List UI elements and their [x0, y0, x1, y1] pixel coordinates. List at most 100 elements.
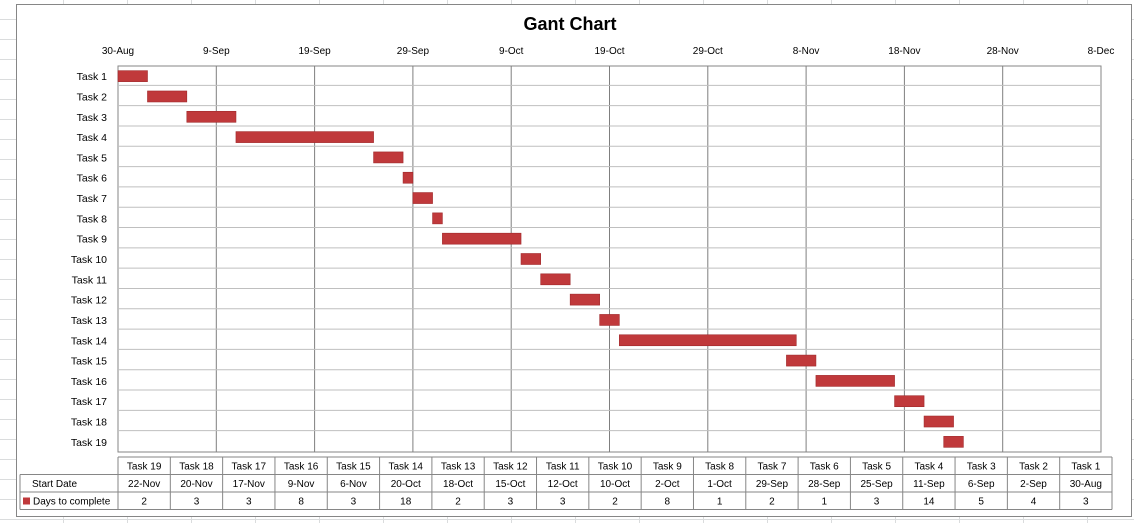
gantt-bar [147, 90, 188, 103]
gantt-bar [815, 375, 895, 387]
gantt-bar [786, 354, 817, 367]
table-header-cell: Task 4 [914, 462, 943, 473]
chart-title: Gant Chart [523, 14, 616, 34]
table-cell: 14 [923, 497, 935, 508]
table-header-cell: Task 6 [810, 462, 839, 473]
table-cell: 8 [665, 497, 671, 508]
gantt-bar [117, 70, 148, 82]
table-header-cell: Task 12 [493, 462, 528, 473]
table-cell: 22-Nov [128, 479, 160, 490]
task-label: Task 3 [77, 112, 108, 124]
x-tick-label: 29-Sep [397, 46, 430, 57]
x-tick-label: 9-Sep [203, 46, 230, 57]
gantt-bar [442, 232, 522, 245]
x-tick-label: 30-Aug [102, 46, 134, 57]
task-label: Task 8 [77, 213, 108, 225]
table-cell: 18-Oct [443, 479, 473, 490]
table-cell: 3 [1083, 497, 1089, 508]
table-cell: 2-Sep [1020, 479, 1047, 490]
table-cell: 2 [612, 497, 618, 508]
task-label: Task 18 [71, 417, 107, 429]
gantt-bar [923, 415, 954, 428]
table-cell: 3 [194, 497, 200, 508]
table-cell: 8 [298, 497, 304, 508]
x-tick-label: 8-Dec [1088, 46, 1115, 57]
task-label: Task 12 [71, 295, 107, 307]
table-header-cell: Task 14 [389, 462, 424, 473]
legend-key [23, 497, 30, 505]
task-label: Task 15 [71, 356, 107, 368]
table-header-cell: Task 10 [598, 462, 633, 473]
table-cell: 1-Oct [707, 479, 732, 490]
table-cell: 30-Aug [1070, 479, 1102, 490]
table-cell: 2 [141, 497, 147, 508]
task-label: Task 11 [72, 274, 108, 286]
table-cell: 18 [400, 497, 412, 508]
task-label: Task 5 [77, 152, 108, 164]
table-cell: 15-Oct [495, 479, 525, 490]
x-tick-label: 8-Nov [793, 46, 820, 57]
x-tick-label: 28-Nov [987, 46, 1019, 57]
table-cell: 2-Oct [655, 479, 680, 490]
gantt-bar [943, 436, 964, 448]
task-label: Task 7 [77, 193, 108, 205]
task-label: Task 14 [71, 335, 107, 347]
table-header-cell: Task 19 [127, 462, 162, 473]
table-cell: 3 [246, 497, 252, 508]
table-cell: 25-Sep [860, 479, 893, 490]
table-header-cell: Task 16 [284, 462, 319, 473]
table-header-cell: Task 5 [862, 462, 891, 473]
task-label: Task 13 [71, 315, 107, 327]
gantt-bar [619, 334, 797, 347]
table-cell: 29-Sep [756, 479, 789, 490]
table-header-cell: Task 17 [232, 462, 267, 473]
table-header-cell: Task 7 [757, 462, 786, 473]
gantt-bar [569, 293, 600, 306]
table-cell: 1 [821, 497, 827, 508]
gantt-bar [894, 395, 925, 408]
task-label: Task 10 [71, 254, 107, 266]
task-label: Task 6 [77, 173, 108, 185]
table-header-cell: Task 15 [336, 462, 371, 473]
table-cell: 20-Nov [180, 479, 212, 490]
table-header-cell: Task 13 [441, 462, 476, 473]
task-label: Task 2 [77, 91, 108, 103]
table-cell: 6-Sep [968, 479, 995, 490]
table-cell: 4 [1031, 497, 1037, 508]
gantt-bar [432, 212, 443, 225]
task-label: Task 1 [77, 71, 108, 83]
gantt-bar [599, 314, 620, 326]
x-tick-label: 19-Sep [298, 46, 331, 57]
task-label: Task 19 [71, 437, 107, 449]
gantt-bar [235, 131, 374, 143]
gantt-bar [373, 151, 404, 164]
table-row-label: Start Date [32, 479, 77, 490]
table-header-cell: Task 9 [653, 462, 682, 473]
table-cell: 3 [874, 497, 880, 508]
table-cell: 3 [508, 497, 514, 508]
x-tick-label: 29-Oct [693, 46, 723, 57]
table-cell: 10-Oct [600, 479, 630, 490]
table-header-cell: Task 8 [705, 462, 734, 473]
table-cell: 20-Oct [391, 479, 421, 490]
gantt-bar [402, 171, 414, 184]
gantt-bar [412, 192, 433, 204]
table-cell: 12-Oct [548, 479, 578, 490]
table-cell: 9-Nov [288, 479, 315, 490]
gantt-bar [186, 110, 237, 123]
table-cell: 28-Sep [808, 479, 841, 490]
task-label: Task 17 [71, 396, 107, 408]
table-header-cell: Task 11 [546, 462, 580, 473]
table-cell: 6-Nov [340, 479, 367, 490]
table-header-cell: Task 18 [179, 462, 214, 473]
table-row-label: Days to complete [33, 497, 111, 508]
gantt-bar [540, 273, 571, 286]
x-tick-label: 19-Oct [594, 46, 624, 57]
table-cell: 2 [455, 497, 461, 508]
table-header-cell: Task 3 [967, 462, 996, 473]
table-cell: 1 [717, 497, 723, 508]
table-header-cell: Task 1 [1071, 462, 1100, 473]
table-cell: 5 [978, 497, 984, 508]
table-cell: 3 [560, 497, 566, 508]
